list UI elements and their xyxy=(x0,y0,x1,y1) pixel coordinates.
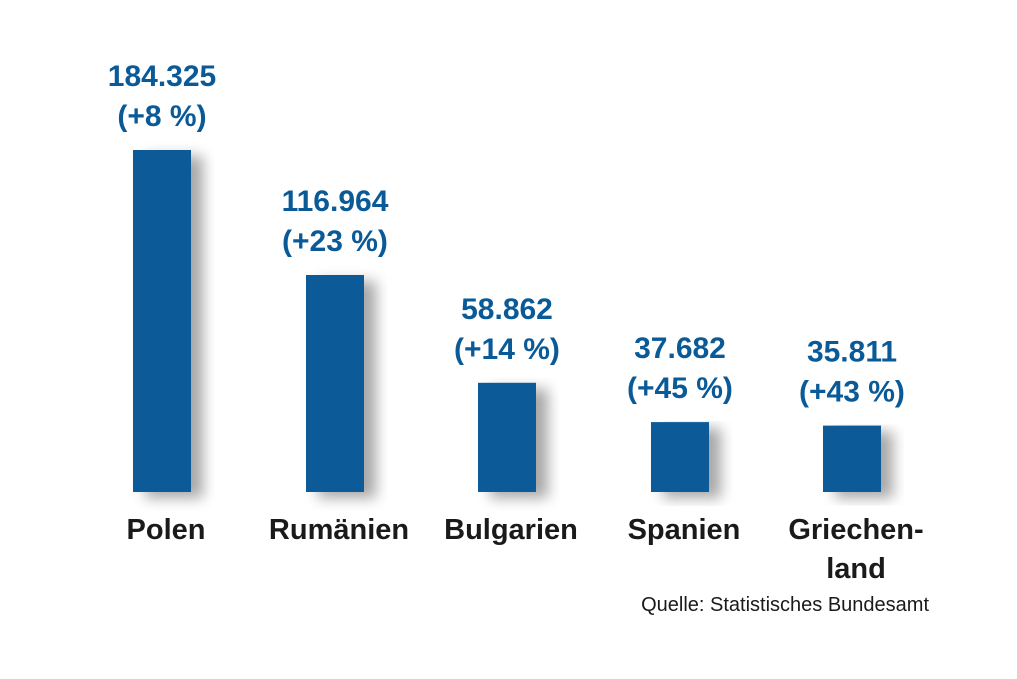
change-label-1: (+23 %) xyxy=(282,225,388,258)
category-label-3: Spanien xyxy=(628,514,741,546)
category-label-2: Bulgarien xyxy=(444,514,578,546)
category-label-4-0: Griechen- xyxy=(788,514,923,546)
category-label-4-1: land xyxy=(826,553,886,585)
value-label-1: 116.964 xyxy=(282,185,389,218)
value-label-3: 37.682 xyxy=(634,332,726,365)
category-label-0: Polen xyxy=(127,514,206,546)
bars xyxy=(133,150,881,492)
change-label-4: (+43 %) xyxy=(799,376,905,409)
change-label-2: (+14 %) xyxy=(454,333,560,366)
change-label-3: (+45 %) xyxy=(627,372,733,405)
bar-2 xyxy=(478,382,536,492)
value-label-2: 58.862 xyxy=(461,293,553,326)
bar-1 xyxy=(306,275,364,492)
value-label-0: 184.325 xyxy=(108,60,216,93)
source-note: Quelle: Statistisches Bundesamt xyxy=(641,594,929,616)
bar-4 xyxy=(823,425,881,492)
labels: 184.325 (+8 %) Polen 116.964 (+23 %) Rumänien… xyxy=(108,60,924,585)
category-label-1: Rumänien xyxy=(269,514,409,546)
bar-3 xyxy=(651,422,709,492)
bar-0 xyxy=(133,150,191,492)
value-label-4: 35.811 xyxy=(807,336,897,369)
change-label-0: (+8 %) xyxy=(117,100,206,133)
